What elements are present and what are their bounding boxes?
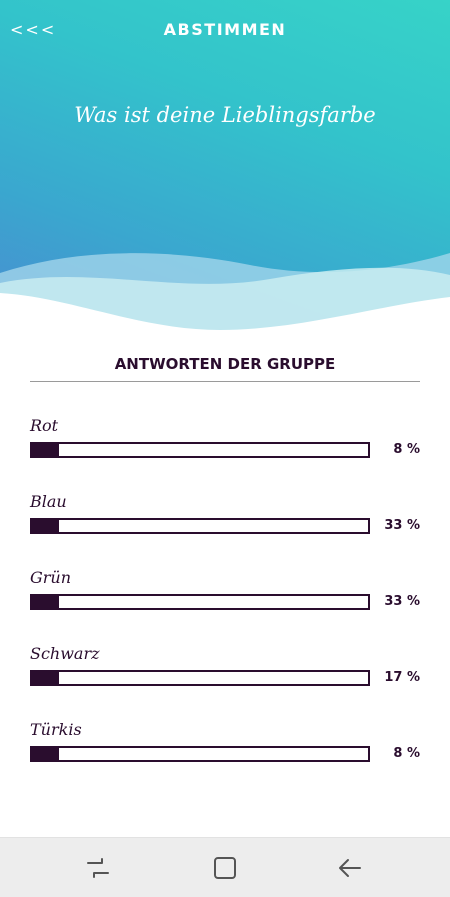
- poll-option-gruen: Grün 33 %: [30, 567, 420, 627]
- back-arrow-icon: [339, 859, 361, 877]
- result-bar: [30, 746, 370, 762]
- result-bar: [30, 442, 370, 458]
- poll-option-blau: Blau 33 %: [30, 491, 420, 551]
- recent-apps-icon: [87, 858, 109, 878]
- section-divider: [30, 381, 420, 382]
- results-title: ANTWORTEN DER GRUPPE: [114, 355, 336, 373]
- poll-option-schwarz: Schwarz 17 %: [30, 643, 420, 703]
- option-percent: 33 %: [384, 518, 420, 533]
- option-label: Blau: [30, 492, 67, 511]
- result-bar-fill: [32, 596, 59, 608]
- back-button[interactable]: <<<: [10, 20, 57, 39]
- result-bar: [30, 670, 370, 686]
- header-hero: <<< ABSTIMMEN Was ist deine Lieblingsfar…: [0, 0, 450, 340]
- system-nav-bar: [0, 837, 450, 897]
- home-button[interactable]: [211, 854, 239, 882]
- result-bar: [30, 594, 370, 610]
- option-percent: 8 %: [393, 746, 420, 761]
- poll-option-rot: Rot 8 %: [30, 415, 420, 475]
- recent-apps-button[interactable]: [84, 854, 112, 882]
- result-bar-fill: [32, 672, 59, 684]
- option-percent: 33 %: [384, 594, 420, 609]
- home-icon: [214, 857, 236, 879]
- result-bar-fill: [32, 444, 59, 456]
- result-bar: [30, 518, 370, 534]
- option-percent: 17 %: [384, 670, 420, 685]
- system-back-button[interactable]: [336, 854, 364, 882]
- option-label: Grün: [30, 568, 72, 587]
- poll-option-tuerkis: Türkis 8 %: [30, 719, 420, 779]
- result-bar-fill: [32, 520, 59, 532]
- option-label: Rot: [30, 416, 59, 435]
- option-percent: 8 %: [393, 442, 420, 457]
- option-label: Türkis: [30, 720, 82, 739]
- page-title: ABSTIMMEN: [163, 20, 287, 39]
- result-bar-fill: [32, 748, 59, 760]
- poll-question: Was ist deine Lieblingsfarbe: [74, 103, 376, 127]
- option-label: Schwarz: [30, 644, 100, 663]
- wave-decoration: [0, 253, 450, 340]
